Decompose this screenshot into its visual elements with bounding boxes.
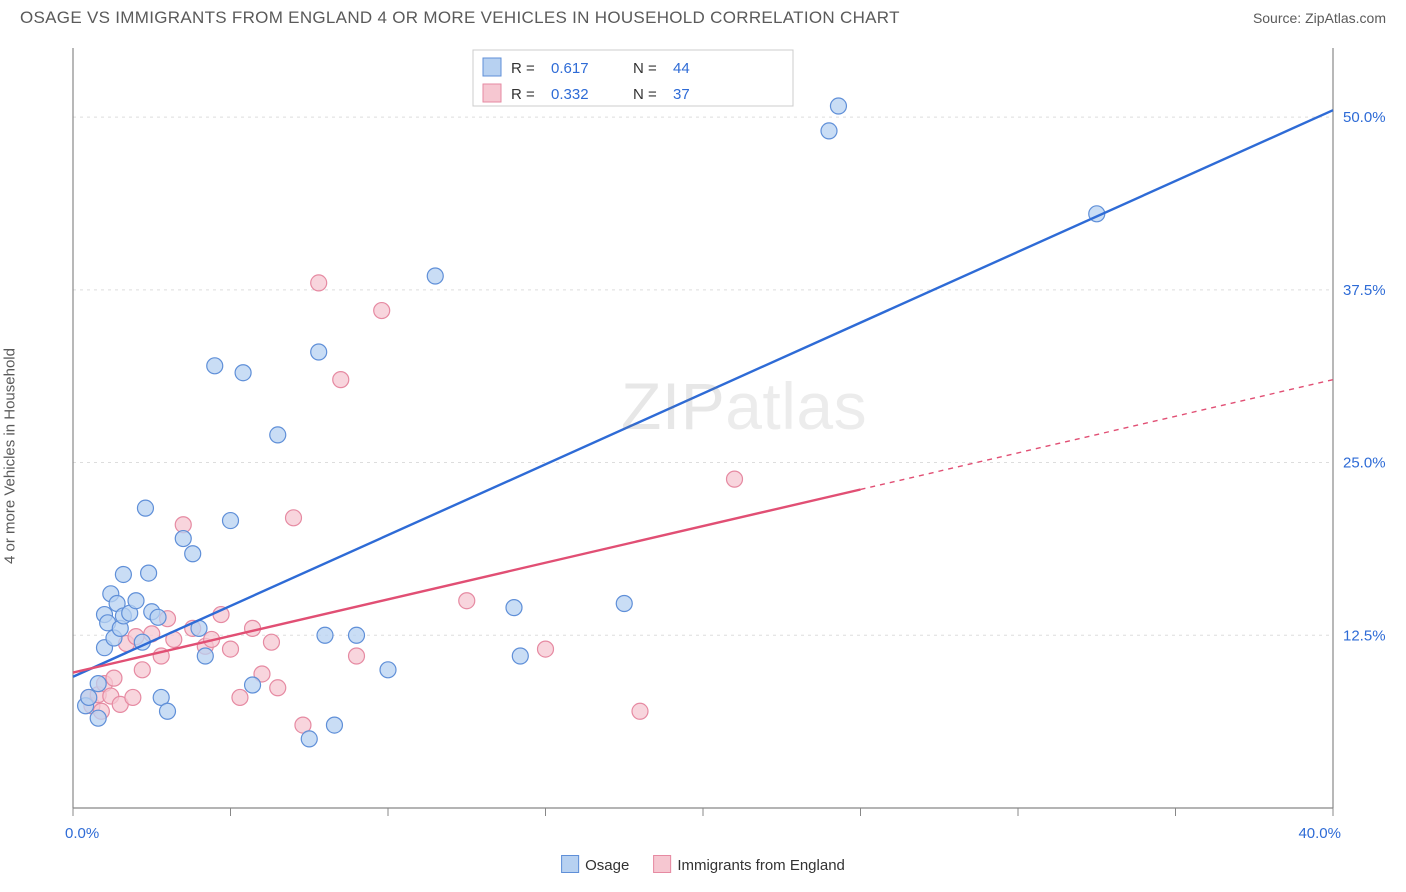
data-point <box>374 303 390 319</box>
legend-swatch <box>483 58 501 76</box>
legend-swatch <box>483 84 501 102</box>
data-point <box>538 641 554 657</box>
data-point <box>235 365 251 381</box>
data-point <box>311 275 327 291</box>
data-point <box>197 648 213 664</box>
legend-swatch <box>653 855 671 873</box>
chart-container: 4 or more Vehicles in Household 0.0%40.0… <box>18 38 1388 874</box>
svg-text:R =: R = <box>511 60 535 77</box>
data-point <box>106 670 122 686</box>
data-point <box>115 566 131 582</box>
data-point <box>141 565 157 581</box>
x-tick-label: 40.0% <box>1298 825 1341 842</box>
data-point <box>134 662 150 678</box>
y-axis-label: 4 or more Vehicles in Household <box>2 348 19 564</box>
data-point <box>160 703 176 719</box>
data-point <box>349 627 365 643</box>
legend-label: Osage <box>585 857 629 874</box>
data-point <box>301 731 317 747</box>
legend-item: Immigrants from England <box>653 855 845 874</box>
data-point <box>727 471 743 487</box>
legend-swatch <box>561 855 579 873</box>
trend-line <box>73 489 861 672</box>
data-point <box>223 513 239 529</box>
data-point <box>512 648 528 664</box>
data-point <box>137 500 153 516</box>
data-point <box>506 600 522 616</box>
data-point <box>616 595 632 611</box>
data-point <box>263 634 279 650</box>
data-point <box>90 676 106 692</box>
data-point <box>427 268 443 284</box>
y-tick-label: 12.5% <box>1343 627 1386 644</box>
data-point <box>232 689 248 705</box>
data-point <box>90 710 106 726</box>
correlation-scatter-chart: 0.0% 40.0% 12.5% 25.0% 37.5% 50.0% R = 0.617 N =… <box>18 38 1388 874</box>
legend-n-value: 37 <box>673 86 690 103</box>
legend-r-value: 0.617 <box>551 60 589 77</box>
data-point <box>311 344 327 360</box>
y-tick-label: 50.0% <box>1343 109 1386 126</box>
data-point <box>185 546 201 562</box>
data-point <box>286 510 302 526</box>
data-point <box>150 609 166 625</box>
data-point <box>223 641 239 657</box>
source-attribution: Source: ZipAtlas.com <box>1253 10 1386 26</box>
y-tick-label: 37.5% <box>1343 282 1386 299</box>
data-point <box>459 593 475 609</box>
svg-text:N =: N = <box>633 60 657 77</box>
legend-r-value: 0.332 <box>551 86 589 103</box>
data-point <box>175 531 191 547</box>
data-point <box>270 680 286 696</box>
data-point <box>333 372 349 388</box>
data-point <box>830 98 846 114</box>
data-point <box>270 427 286 443</box>
data-point <box>207 358 223 374</box>
trend-line-extrapolated <box>861 380 1334 490</box>
data-point <box>821 123 837 139</box>
legend-item: Osage <box>561 855 629 874</box>
x-tick-label: 0.0% <box>65 825 99 842</box>
svg-text:N =: N = <box>633 86 657 103</box>
data-point <box>632 703 648 719</box>
data-point <box>128 593 144 609</box>
data-point <box>326 717 342 733</box>
y-tick-label: 25.0% <box>1343 455 1386 472</box>
data-point <box>380 662 396 678</box>
data-point <box>125 689 141 705</box>
trend-line <box>73 110 1333 677</box>
page-title: OSAGE VS IMMIGRANTS FROM ENGLAND 4 OR MO… <box>20 8 900 28</box>
svg-text:R =: R = <box>511 86 535 103</box>
data-point <box>245 677 261 693</box>
bottom-legend: Osage Immigrants from England <box>561 855 845 874</box>
data-point <box>349 648 365 664</box>
legend-label: Immigrants from England <box>677 857 845 874</box>
data-point <box>81 689 97 705</box>
data-point <box>317 627 333 643</box>
legend-n-value: 44 <box>673 60 690 77</box>
